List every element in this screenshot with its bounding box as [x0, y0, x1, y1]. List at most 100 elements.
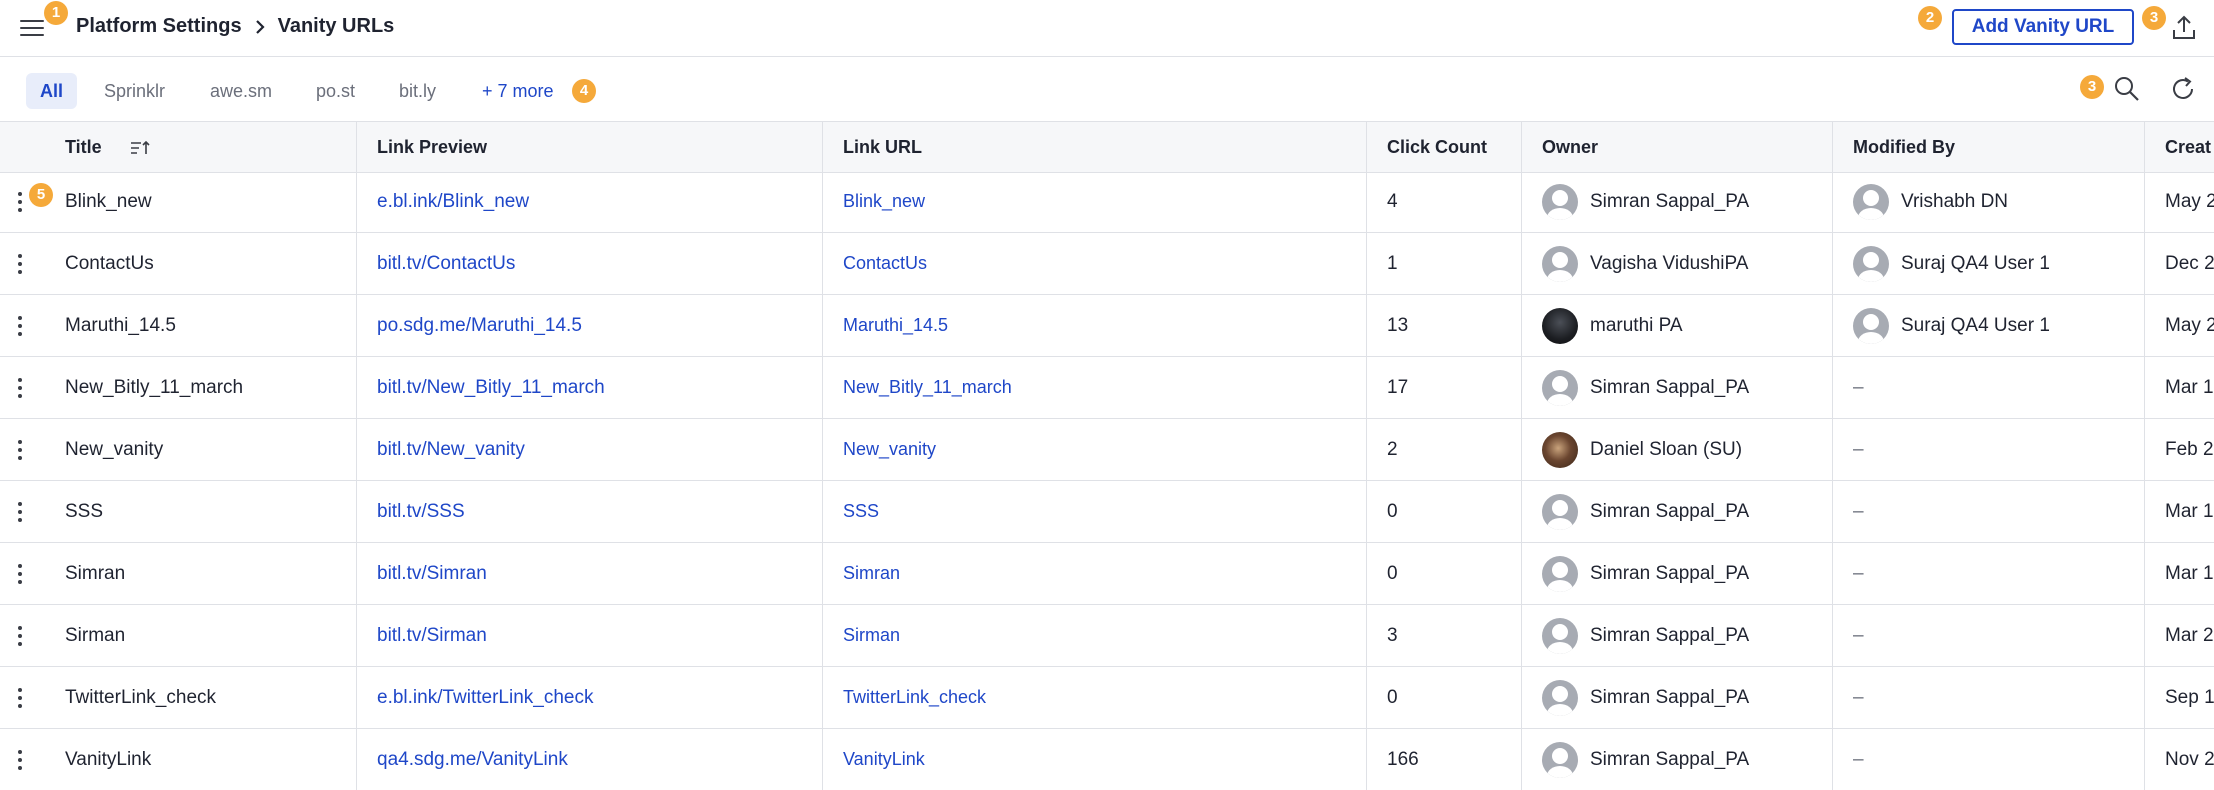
created-cell: Nov 2	[2145, 729, 2214, 790]
link-url-link[interactable]: VanityLink	[843, 749, 925, 769]
table-row[interactable]: Maruthi_14.5 po.sdg.me/Maruthi_14.5 Maruth…	[0, 295, 2214, 357]
created-date: Mar 1	[2165, 501, 2214, 522]
link-preview-link[interactable]: e.bl.ink/TwitterLink_check	[377, 687, 594, 708]
filter-chip-po-st[interactable]: po.st	[316, 81, 356, 101]
click-count-value: 0	[1387, 563, 1398, 584]
modified-by-name: Suraj QA4 User 1	[1901, 315, 2050, 336]
row-actions-kebab-icon[interactable]	[14, 500, 26, 524]
avatar	[1542, 741, 1578, 778]
owner-cell: Daniel Sloan (SU)	[1522, 419, 1833, 480]
link-url-link[interactable]: ContactUs	[843, 253, 928, 273]
refresh-icon[interactable]	[2168, 74, 2198, 104]
upload-icon[interactable]	[2168, 12, 2200, 44]
row-actions-kebab-icon[interactable]	[14, 314, 26, 338]
link-url-link[interactable]: TwitterLink_check	[843, 687, 987, 707]
row-actions-kebab-icon[interactable]	[14, 686, 26, 710]
owner-name: Simran Sappal_PA	[1590, 191, 1750, 212]
link-url-link[interactable]: New_Bitly_11_march	[843, 377, 1012, 397]
table-row[interactable]: New_Bitly_11_march bitl.tv/New_Bitly_11_m…	[0, 357, 2214, 419]
table-row[interactable]: TwitterLink_check e.bl.ink/TwitterLink_ch…	[0, 667, 2214, 729]
column-header-created[interactable]: Creat	[2145, 122, 2214, 172]
link-preview-link[interactable]: bitl.tv/Simran	[377, 563, 487, 584]
link-preview-cell: e.bl.ink/TwitterLink_check	[357, 667, 823, 728]
column-header-link-preview[interactable]: Link Preview	[357, 122, 823, 172]
modified-by: Vrishabh DN	[1853, 171, 2144, 232]
row-actions-kebab-icon[interactable]	[14, 748, 26, 772]
filter-chip-awe-sm[interactable]: awe.sm	[210, 81, 273, 101]
owner: maruthi PA	[1542, 295, 1832, 356]
link-preview-link[interactable]: bitl.tv/New_Bitly_11_march	[377, 377, 605, 398]
link-url-link[interactable]: SSS	[843, 501, 880, 521]
title-cell: Maruthi_14.5	[0, 295, 357, 356]
link-url-link[interactable]: Maruthi_14.5	[843, 315, 949, 335]
click-count-value: 3	[1387, 625, 1398, 646]
link-preview-link[interactable]: qa4.sdg.me/VanityLink	[377, 749, 568, 770]
owner-cell: Simran Sappal_PA	[1522, 357, 1833, 418]
created-date: Feb 2	[2165, 439, 2214, 460]
source-filter-bar: All Sprinklr awe.sm po.st bit.ly + 7 mor…	[0, 57, 2214, 121]
link-preview-link[interactable]: bitl.tv/Sirman	[377, 625, 487, 646]
table-row[interactable]: Blink_new e.bl.ink/Blink_new Blink_new 4 Sim…	[0, 171, 2214, 233]
link-url-link[interactable]: New_vanity	[843, 439, 937, 459]
chevron-right-icon	[255, 19, 265, 34]
link-preview-cell: bitl.tv/ContactUs	[357, 233, 823, 294]
link-preview-cell: po.sdg.me/Maruthi_14.5	[357, 295, 823, 356]
filter-more-link[interactable]: + 7 more	[482, 81, 554, 101]
click-count-value: 4	[1387, 191, 1398, 212]
row-actions-kebab-icon[interactable]	[14, 624, 26, 648]
modified-by-cell: –	[1833, 729, 2145, 790]
row-actions-kebab-icon[interactable]	[14, 252, 26, 276]
link-preview-cell: bitl.tv/New_vanity	[357, 419, 823, 480]
table-row[interactable]: New_vanity bitl.tv/New_vanity New_vanity 2 D…	[0, 419, 2214, 481]
owner-name: Simran Sappal_PA	[1590, 501, 1750, 522]
filter-chip-all[interactable]: All	[26, 73, 78, 109]
link-preview-link[interactable]: bitl.tv/SSS	[377, 501, 465, 522]
column-header-click-count[interactable]: Click Count	[1367, 122, 1522, 172]
add-vanity-url-button[interactable]: Add Vanity URL	[1952, 9, 2134, 45]
filter-chip-sprinklr[interactable]: Sprinklr	[104, 81, 166, 101]
row-actions-kebab-icon[interactable]	[14, 190, 26, 214]
table-row[interactable]: Simran bitl.tv/Simran Simran 0 Simran Sappal…	[0, 543, 2214, 605]
column-header-title[interactable]: Title	[0, 122, 357, 172]
title-cell: TwitterLink_check	[0, 667, 357, 728]
column-header-modified-by[interactable]: Modified By	[1833, 122, 2145, 172]
click-count-cell: 3	[1367, 605, 1522, 666]
link-preview-link[interactable]: po.sdg.me/Maruthi_14.5	[377, 315, 582, 336]
avatar	[1542, 369, 1578, 406]
modified-by-empty: –	[1853, 749, 1864, 770]
link-url-cell: SSS	[823, 481, 1367, 542]
link-preview-link[interactable]: e.bl.ink/Blink_new	[377, 191, 530, 212]
table-row[interactable]: SSS bitl.tv/SSS SSS 0 Simran Sappal_PA – Mar 1	[0, 481, 2214, 543]
link-preview-link[interactable]: bitl.tv/ContactUs	[377, 253, 516, 274]
step-badge-menu: 1	[44, 1, 68, 25]
row-actions-kebab-icon[interactable]	[14, 562, 26, 586]
table-header: Title Link Preview Link URL Click Count …	[0, 121, 2214, 173]
title-cell: Simran	[0, 543, 357, 604]
link-url-link[interactable]: Simran	[843, 563, 901, 583]
step-badge-search: 3	[2080, 75, 2104, 99]
hamburger-menu-icon[interactable]	[18, 14, 46, 42]
sort-icon[interactable]	[129, 139, 151, 157]
search-icon[interactable]	[2112, 74, 2142, 104]
click-count-value: 13	[1387, 315, 1409, 336]
column-header-link-url[interactable]: Link URL	[823, 122, 1367, 172]
row-actions-kebab-icon[interactable]	[14, 438, 26, 462]
breadcrumb-parent[interactable]: Platform Settings	[76, 15, 242, 37]
link-url-link[interactable]: Sirman	[843, 625, 901, 645]
table-row[interactable]: Sirman bitl.tv/Sirman Sirman 3 Simran Sappal…	[0, 605, 2214, 667]
table-row[interactable]: VanityLink qa4.sdg.me/VanityLink VanityLin…	[0, 729, 2214, 790]
row-actions-kebab-icon[interactable]	[14, 376, 26, 400]
table-row[interactable]: ContactUs bitl.tv/ContactUs ContactUs 1 Vagi…	[0, 233, 2214, 295]
owner-name: maruthi PA	[1590, 315, 1683, 336]
link-url-cell: New_vanity	[823, 419, 1367, 480]
avatar	[1853, 183, 1889, 220]
link-url-link[interactable]: Blink_new	[843, 191, 926, 211]
owner: Simran Sappal_PA	[1542, 481, 1832, 542]
created-date: Nov 2	[2165, 749, 2214, 770]
created-cell: Mar 2	[2145, 605, 2214, 666]
click-count-cell: 1	[1367, 233, 1522, 294]
link-preview-link[interactable]: bitl.tv/New_vanity	[377, 439, 525, 460]
filter-chip-bit-ly[interactable]: bit.ly	[399, 81, 437, 101]
avatar	[1542, 555, 1578, 592]
column-header-owner[interactable]: Owner	[1522, 122, 1833, 172]
